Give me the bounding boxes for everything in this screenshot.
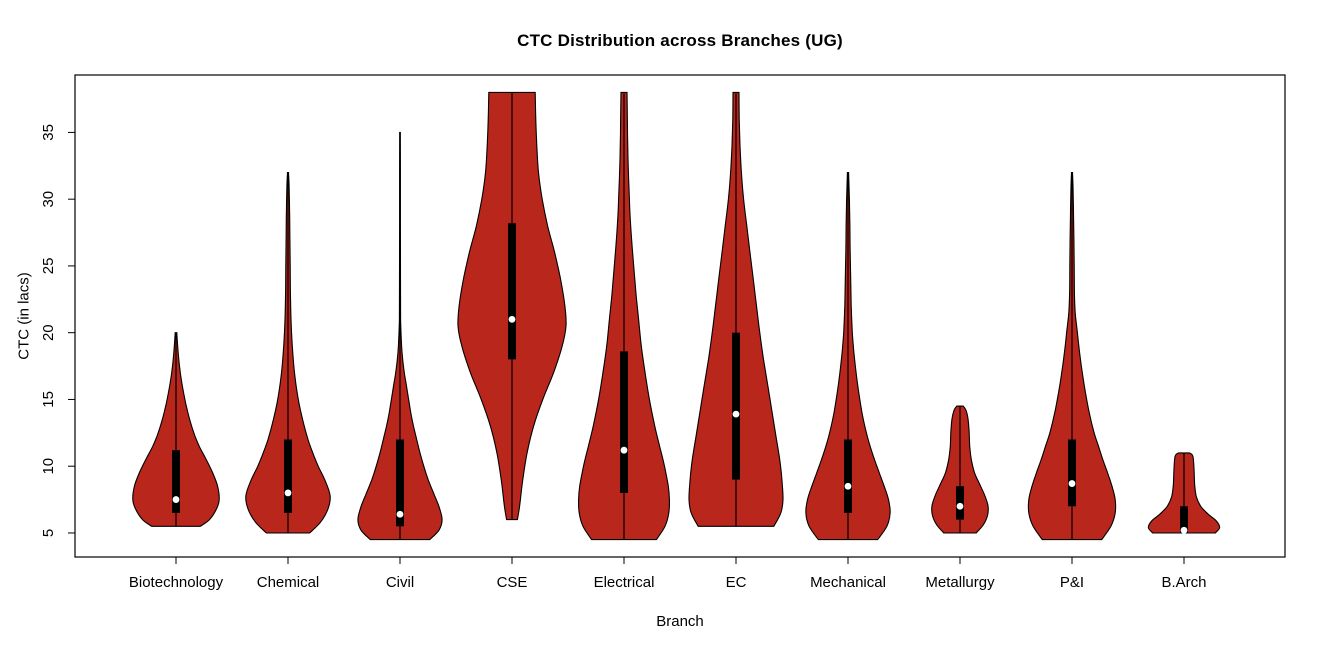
x-tick-label: Electrical [594,574,655,591]
y-tick-label: 25 [40,258,57,275]
median-dot [1180,526,1188,534]
median-dot [508,315,516,323]
iqr-box [844,439,852,513]
median-dot [732,410,740,418]
iqr-box [1180,506,1188,533]
iqr-box [1068,439,1076,507]
median-dot [172,496,180,503]
iqr-box [396,439,404,527]
iqr-box [732,332,740,480]
x-tick-label: Metallurgy [925,574,995,591]
x-tick-label: P&I [1060,574,1084,591]
plot-frame [74,74,1286,558]
y-tick-label: 30 [40,191,57,208]
iqr-box [620,351,628,493]
y-tick-label: 10 [40,458,57,475]
x-tick-label: CSE [497,574,528,591]
median-dot [396,510,404,518]
y-tick-label: 5 [40,529,57,537]
median-dot [1068,480,1076,487]
x-tick-label: Biotechnology [129,574,224,591]
x-tick-label: EC [726,574,747,591]
x-tick-label: Chemical [257,574,320,591]
x-tick-label: B.Arch [1161,574,1206,591]
x-axis-title: Branch [656,613,704,630]
x-tick-label: Mechanical [810,574,886,591]
median-dot [956,502,964,510]
y-tick-label: 15 [40,391,57,408]
median-dot [844,482,852,490]
x-tick-label: Civil [386,574,414,591]
median-dot [284,489,292,497]
y-tick-label: 20 [40,324,57,341]
median-dot [620,446,628,454]
iqr-box [284,439,292,513]
iqr-box [172,450,180,513]
iqr-box [508,223,516,360]
chart-title: CTC Distribution across Branches (UG) [517,31,843,50]
y-tick-label: 35 [40,124,57,141]
